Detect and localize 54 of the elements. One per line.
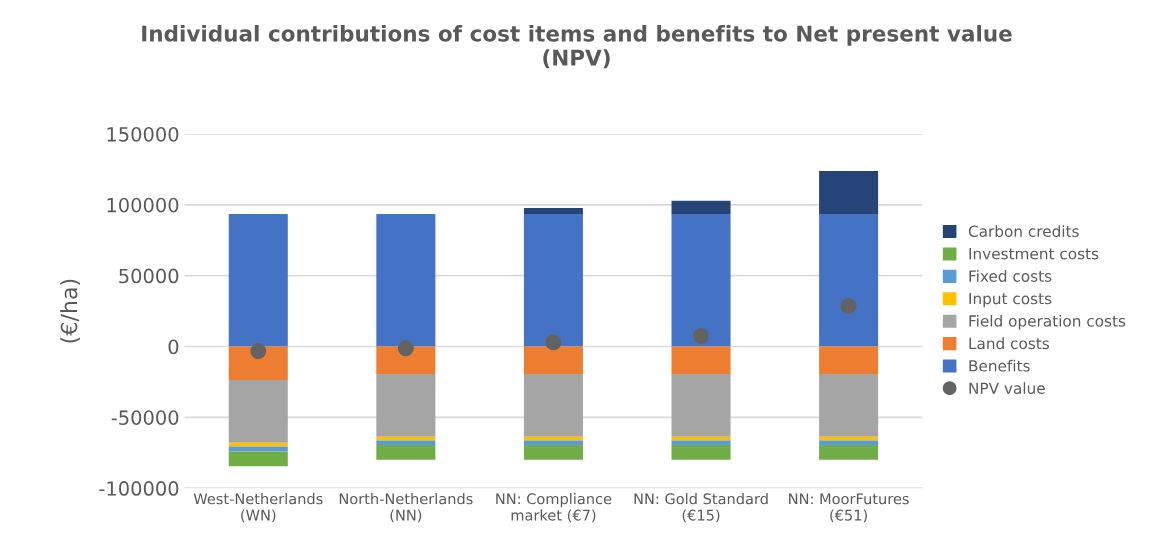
- x-tick-label: NN: MoorFutures (€51): [789, 493, 909, 523]
- bar: [671, 200, 731, 215]
- legend-label: Land costs: [969, 337, 1049, 350]
- bar: [523, 208, 583, 215]
- point: [693, 328, 710, 344]
- point: [250, 343, 267, 360]
- y-tick-label: 0: [168, 339, 179, 355]
- y-tick-label: 100000: [107, 197, 179, 213]
- x-tick-label: West-Netherlands (WN): [193, 493, 323, 523]
- bar: [376, 444, 436, 460]
- legend-label: Benefits: [969, 359, 1030, 372]
- point: [545, 334, 562, 351]
- bar: [523, 373, 583, 437]
- bar: [523, 444, 583, 460]
- bar: [228, 446, 288, 452]
- y-axis-title: (€/ha): [60, 279, 81, 343]
- bar: [819, 170, 879, 215]
- bar: [228, 346, 288, 380]
- bar: [228, 379, 288, 443]
- bar: [671, 440, 731, 445]
- bar: [228, 451, 288, 467]
- legend-label: Investment costs: [969, 248, 1099, 260]
- legend-label: Fixed costs: [969, 270, 1052, 282]
- x-tick-label: North-Netherlands (NN): [339, 493, 473, 523]
- legend-label: Field operation costs: [969, 314, 1126, 330]
- bar: [523, 346, 583, 374]
- x-tick-label: NN: Gold Standard (€15): [634, 493, 768, 523]
- bar: [376, 373, 436, 437]
- bar: [376, 214, 436, 347]
- bar: [819, 214, 879, 347]
- bar: [671, 444, 731, 460]
- bar: [228, 214, 288, 347]
- legend-label: Input costs: [969, 292, 1052, 308]
- point: [397, 340, 414, 357]
- bar: [376, 346, 436, 374]
- bar: [671, 373, 731, 437]
- bar: [376, 440, 436, 445]
- x-tick-label: NN: Compliance market (€7): [496, 493, 612, 523]
- chart-title: Individual contributions of cost items and benefits to Net present value (NPV): [142, 25, 1012, 69]
- bar: [671, 346, 731, 374]
- bar: [819, 440, 879, 445]
- bar: [671, 214, 731, 347]
- bar: [819, 373, 879, 437]
- legend-label: Carbon credits: [968, 225, 1079, 238]
- bar: [819, 346, 879, 374]
- bar: [523, 214, 583, 347]
- bar: [819, 444, 879, 460]
- y-tick-label: -100000: [99, 481, 179, 496]
- legend-label: NPV value: [969, 382, 1045, 394]
- point: [840, 298, 857, 315]
- y-tick-label: 50000: [119, 268, 179, 284]
- bar: [523, 440, 583, 445]
- y-tick-label: -50000: [111, 410, 179, 425]
- y-tick-label: 150000: [107, 126, 179, 142]
